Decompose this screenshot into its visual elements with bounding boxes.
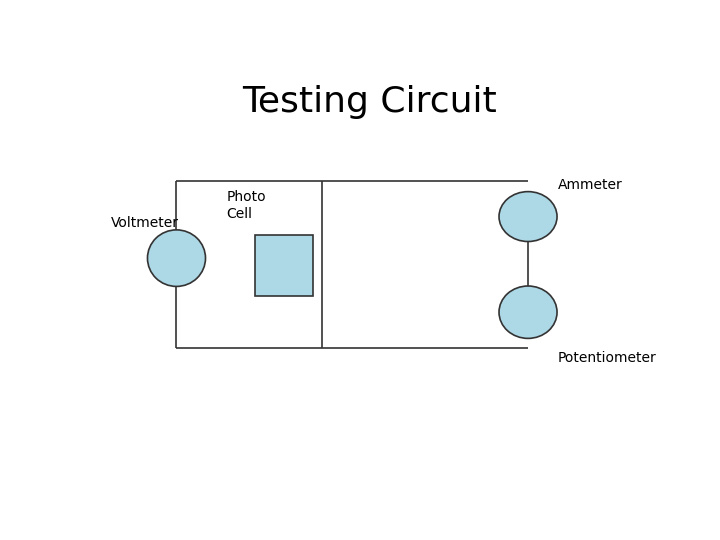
Text: Photo
Cell: Photo Cell xyxy=(227,190,266,221)
Text: Voltmeter: Voltmeter xyxy=(111,216,179,230)
Text: Ammeter: Ammeter xyxy=(557,178,622,192)
Text: Testing Circuit: Testing Circuit xyxy=(242,85,496,119)
Text: Potentiometer: Potentiometer xyxy=(557,351,657,365)
Bar xyxy=(255,235,313,295)
Ellipse shape xyxy=(148,230,205,286)
Ellipse shape xyxy=(499,286,557,339)
Ellipse shape xyxy=(499,192,557,241)
